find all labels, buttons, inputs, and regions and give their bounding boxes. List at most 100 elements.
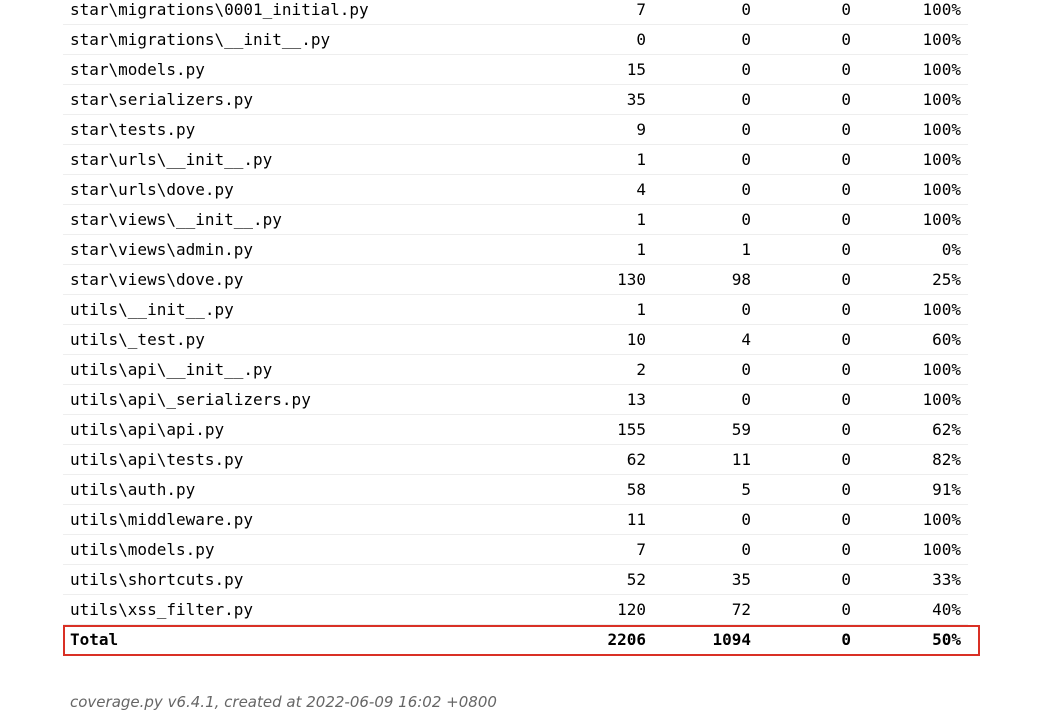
file-row: utils\models.py 7 0 0 100% xyxy=(63,534,968,565)
file-row: utils\api\tests.py 62 11 0 82% xyxy=(63,444,968,475)
coverage-percent: 33% xyxy=(851,564,968,595)
file-name[interactable]: utils\api\__init__.py xyxy=(63,354,516,385)
excluded-count: 0 xyxy=(751,0,851,25)
missing-count: 5 xyxy=(646,474,751,505)
total-statements: 2206 xyxy=(607,629,646,649)
file-row: star\serializers.py 35 0 0 100% xyxy=(63,84,968,115)
statements-count: 7 xyxy=(516,534,646,565)
statements-count: 52 xyxy=(516,564,646,595)
file-name[interactable]: star\views\admin.py xyxy=(63,234,516,265)
file-name[interactable]: star\migrations\__init__.py xyxy=(63,24,516,55)
file-name[interactable]: utils\api\api.py xyxy=(63,414,516,445)
coverage-percent: 100% xyxy=(851,354,968,385)
file-name[interactable]: star\migrations\0001_initial.py xyxy=(63,0,516,25)
file-name[interactable]: utils\xss_filter.py xyxy=(63,594,516,625)
statements-count: 0 xyxy=(516,24,646,55)
file-name[interactable]: star\tests.py xyxy=(63,114,516,145)
file-row: utils\__init__.py 1 0 0 100% xyxy=(63,294,968,325)
statements-count: 10 xyxy=(516,324,646,355)
file-name[interactable]: utils\api\_serializers.py xyxy=(63,384,516,415)
statements-count: 155 xyxy=(516,414,646,445)
file-row: utils\middleware.py 11 0 0 100% xyxy=(63,504,968,535)
file-name[interactable]: star\views\__init__.py xyxy=(63,204,516,235)
missing-count: 0 xyxy=(646,0,751,25)
total-excluded: 0 xyxy=(841,629,851,649)
missing-count: 72 xyxy=(646,594,751,625)
total-coverage: 50% xyxy=(932,629,961,649)
statements-count: 1 xyxy=(516,204,646,235)
file-row: star\migrations\__init__.py 0 0 0 100% xyxy=(63,24,968,55)
coverage-percent: 100% xyxy=(851,84,968,115)
file-row: utils\api\__init__.py 2 0 0 100% xyxy=(63,354,968,385)
statements-count: 35 xyxy=(516,84,646,115)
file-name[interactable]: utils\auth.py xyxy=(63,474,516,505)
file-name[interactable]: utils\models.py xyxy=(63,534,516,565)
statements-count: 4 xyxy=(516,174,646,205)
missing-count: 0 xyxy=(646,504,751,535)
file-name[interactable]: utils\shortcuts.py xyxy=(63,564,516,595)
file-row: utils\api\_serializers.py 13 0 0 100% xyxy=(63,384,968,415)
file-row: star\urls\dove.py 4 0 0 100% xyxy=(63,174,968,205)
file-name[interactable]: star\serializers.py xyxy=(63,84,516,115)
excluded-count: 0 xyxy=(751,84,851,115)
statements-count: 9 xyxy=(516,114,646,145)
missing-count: 0 xyxy=(646,144,751,175)
file-name[interactable]: utils\__init__.py xyxy=(63,294,516,325)
excluded-count: 0 xyxy=(751,264,851,295)
excluded-count: 0 xyxy=(751,594,851,625)
excluded-count: 0 xyxy=(751,294,851,325)
statements-count: 62 xyxy=(516,444,646,475)
statements-count: 1 xyxy=(516,144,646,175)
excluded-count: 0 xyxy=(751,324,851,355)
file-name[interactable]: star\urls\__init__.py xyxy=(63,144,516,175)
excluded-count: 0 xyxy=(751,114,851,145)
file-name[interactable]: star\urls\dove.py xyxy=(63,174,516,205)
statements-count: 13 xyxy=(516,384,646,415)
coverage-percent: 91% xyxy=(851,474,968,505)
total-missing: 1094 xyxy=(712,629,751,649)
file-name[interactable]: star\models.py xyxy=(63,54,516,85)
missing-count: 0 xyxy=(646,534,751,565)
excluded-count: 0 xyxy=(751,414,851,445)
coverage-percent: 100% xyxy=(851,204,968,235)
missing-count: 0 xyxy=(646,354,751,385)
coverage-percent: 0% xyxy=(851,234,968,265)
file-row: utils\api\api.py 155 59 0 62% xyxy=(63,414,968,445)
excluded-count: 0 xyxy=(751,174,851,205)
file-name[interactable]: star\views\dove.py xyxy=(63,264,516,295)
missing-count: 0 xyxy=(646,84,751,115)
coverage-percent: 60% xyxy=(851,324,968,355)
report-footer: coverage.py v6.4.1, created at 2022-06-0… xyxy=(70,693,497,711)
excluded-count: 0 xyxy=(751,24,851,55)
excluded-count: 0 xyxy=(751,534,851,565)
missing-count: 0 xyxy=(646,294,751,325)
coverage-percent: 40% xyxy=(851,594,968,625)
statements-count: 130 xyxy=(516,264,646,295)
statements-count: 2 xyxy=(516,354,646,385)
missing-count: 1 xyxy=(646,234,751,265)
statements-count: 58 xyxy=(516,474,646,505)
file-row: star\tests.py 9 0 0 100% xyxy=(63,114,968,145)
file-row: star\views\admin.py 1 1 0 0% xyxy=(63,234,968,265)
missing-count: 11 xyxy=(646,444,751,475)
coverage-percent: 100% xyxy=(851,534,968,565)
coverage-report-table: star\migrations\0001_initial.py 7 0 0 100% st… xyxy=(63,0,968,653)
excluded-count: 0 xyxy=(751,474,851,505)
coverage-percent: 100% xyxy=(851,24,968,55)
missing-count: 0 xyxy=(646,174,751,205)
excluded-count: 0 xyxy=(751,204,851,235)
excluded-count: 0 xyxy=(751,144,851,175)
missing-count: 0 xyxy=(646,114,751,145)
coverage-percent: 100% xyxy=(851,0,968,25)
file-row: star\views\dove.py 130 98 0 25% xyxy=(63,264,968,295)
file-name[interactable]: utils\middleware.py xyxy=(63,504,516,535)
coverage-percent: 100% xyxy=(851,174,968,205)
total-row: Total 2206 1094 0 50% xyxy=(63,625,968,654)
file-row: utils\_test.py 10 4 0 60% xyxy=(63,324,968,355)
missing-count: 59 xyxy=(646,414,751,445)
file-name[interactable]: utils\_test.py xyxy=(63,324,516,355)
coverage-percent: 100% xyxy=(851,114,968,145)
statements-count: 120 xyxy=(516,594,646,625)
file-name[interactable]: utils\api\tests.py xyxy=(63,444,516,475)
file-row: utils\xss_filter.py 120 72 0 40% xyxy=(63,594,968,625)
